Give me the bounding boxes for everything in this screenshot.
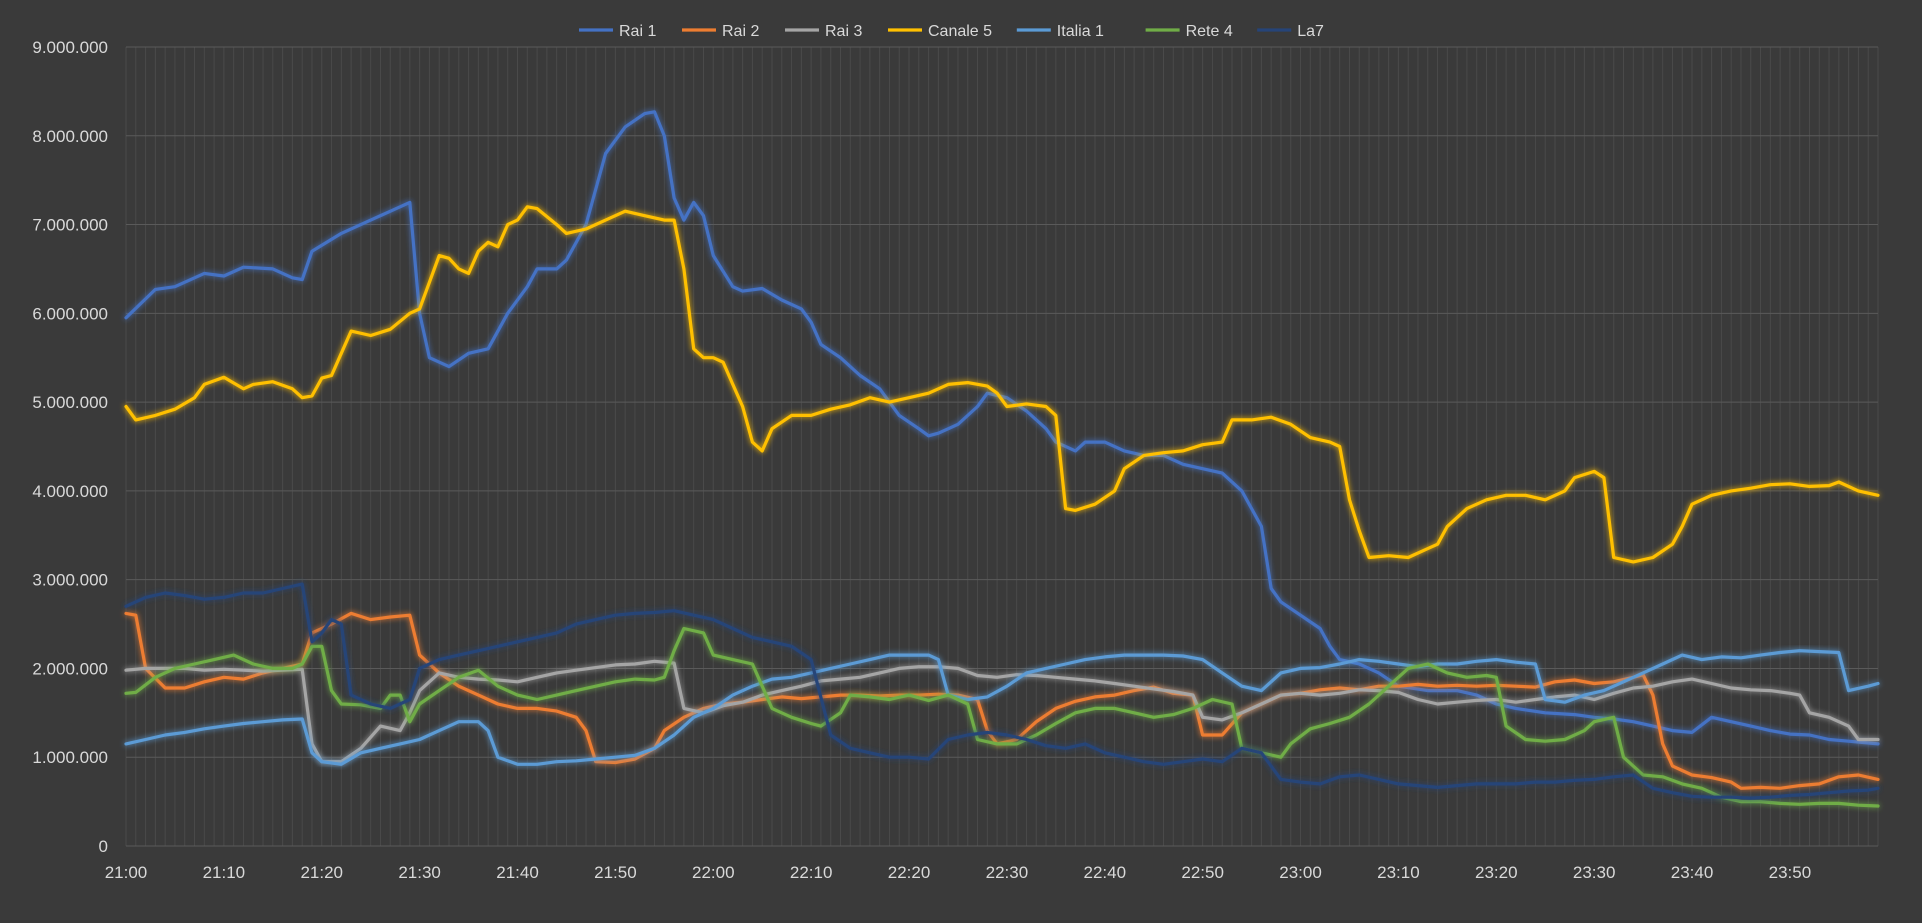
series-line-italia-1 (124, 649, 1880, 766)
legend-label: La7 (1297, 23, 1324, 40)
series-line-rai-3 (124, 659, 1880, 764)
legend: Rai 1 Rai 2 Rai 3 Canale 5 Italia 1 Rete 4 La7 (579, 23, 1324, 40)
y-tick-label: 3.000.000 (32, 571, 108, 590)
legend-item: Rai 3 (785, 23, 862, 40)
legend-item: La7 (1257, 23, 1324, 40)
legend-item: Rete 4 (1145, 23, 1233, 40)
series-line-rete-4 (124, 626, 1880, 808)
legend-label: Rai 2 (722, 23, 759, 40)
y-tick-label: 2.000.000 (32, 659, 108, 678)
x-tick-label: 22:30 (986, 863, 1029, 882)
x-tick-label: 22:50 (1181, 863, 1224, 882)
x-tick-label: 21:20 (300, 863, 343, 882)
x-tick-label: 21:10 (203, 863, 246, 882)
x-tick-label: 23:00 (1279, 863, 1322, 882)
y-tick-label: 9.000.000 (32, 38, 108, 57)
x-tick-label: 23:10 (1377, 863, 1420, 882)
x-tick-label: 23:20 (1475, 863, 1518, 882)
series-lines (124, 110, 1880, 808)
x-tick-label: 21:40 (496, 863, 539, 882)
legend-label: Italia 1 (1057, 23, 1104, 40)
y-tick-label: 1.000.000 (32, 748, 108, 767)
series-line-canale-5 (124, 205, 1880, 564)
y-axis-tick-labels: 0 1.000.000 2.000.000 3.000.000 4.000.000 5.0… (32, 38, 108, 856)
legend-label: Rete 4 (1186, 23, 1233, 40)
y-tick-label: 8.000.000 (32, 127, 108, 146)
y-tick-label: 5.000.000 (32, 393, 108, 412)
legend-label: Rai 3 (825, 23, 862, 40)
x-tick-label: 22:10 (790, 863, 833, 882)
x-tick-label: 21:30 (398, 863, 441, 882)
legend-item: Rai 2 (682, 23, 759, 40)
x-tick-label: 21:00 (105, 863, 148, 882)
y-tick-label: 7.000.000 (32, 216, 108, 235)
x-tick-label: 22:00 (692, 863, 735, 882)
series-line-la7 (124, 582, 1880, 800)
legend-item: Canale 5 (888, 23, 992, 40)
legend-label: Canale 5 (928, 23, 992, 40)
x-tick-label: 21:50 (594, 863, 637, 882)
x-tick-label: 22:40 (1083, 863, 1126, 882)
legend-item: Italia 1 (1016, 23, 1104, 40)
y-tick-label: 6.000.000 (32, 304, 108, 323)
legend-item: Rai 1 (579, 23, 656, 40)
x-axis-tick-labels: 21:00 21:10 21:20 21:30 21:40 21:50 22:00 22:10… (105, 863, 1811, 882)
y-tick-label: 0 (99, 837, 108, 856)
x-tick-label: 23:50 (1769, 863, 1812, 882)
series-line-rai-2 (124, 611, 1880, 790)
x-tick-label: 23:30 (1573, 863, 1616, 882)
legend-label: Rai 1 (619, 23, 656, 40)
y-tick-label: 4.000.000 (32, 482, 108, 501)
x-tick-label: 23:40 (1671, 863, 1714, 882)
x-tick-label: 22:20 (888, 863, 931, 882)
series-line-rai-1 (124, 110, 1880, 746)
gridlines (125, 46, 1879, 847)
